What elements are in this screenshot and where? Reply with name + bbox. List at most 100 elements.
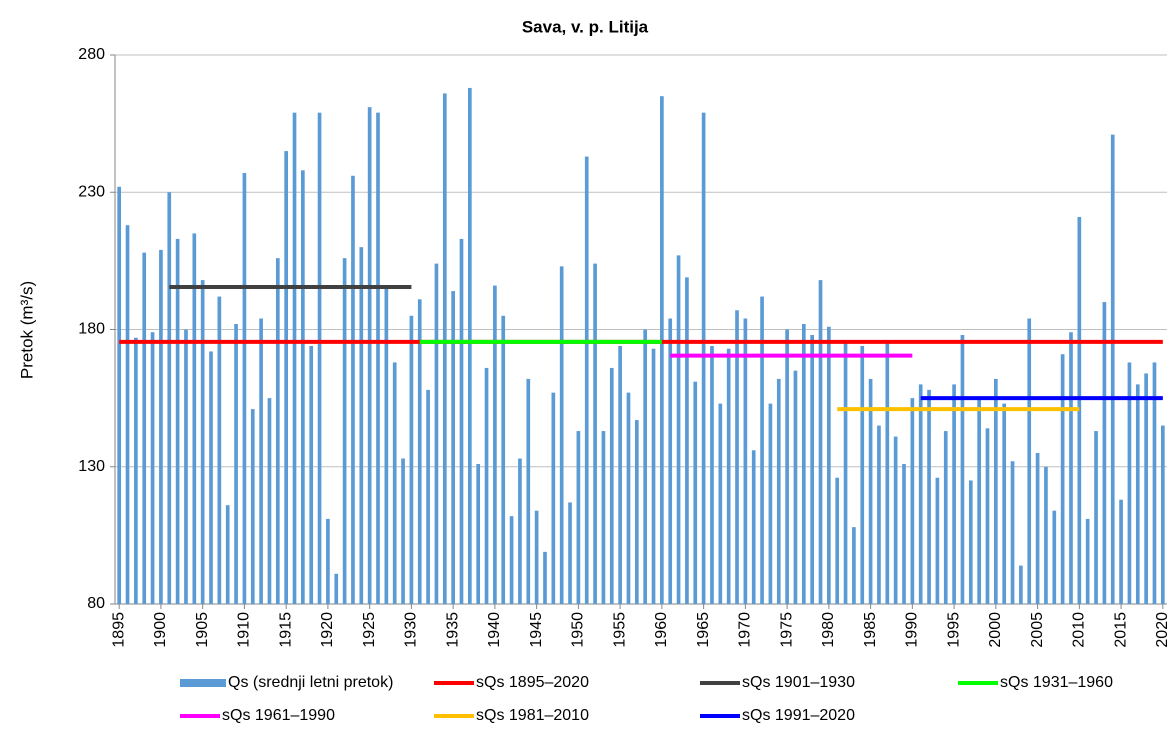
bar	[868, 378, 873, 604]
x-tick-label: 1925	[361, 612, 378, 648]
x-tick-label: 2015	[1112, 612, 1129, 648]
bar	[818, 280, 823, 604]
bar	[267, 398, 272, 604]
x-tick-label: 1900	[152, 612, 169, 648]
bar	[877, 425, 881, 604]
bar	[651, 348, 656, 604]
legend-label: sQs 1931–1960	[1000, 674, 1113, 691]
bar	[1060, 354, 1065, 604]
bar	[593, 263, 597, 604]
bar	[785, 329, 789, 604]
bar	[935, 477, 940, 604]
bar	[943, 431, 948, 604]
bar	[384, 285, 389, 604]
bar	[509, 516, 514, 604]
bar	[434, 263, 439, 604]
bar	[1135, 384, 1140, 604]
bar	[1019, 565, 1023, 604]
bar	[476, 464, 481, 604]
bar	[426, 389, 430, 604]
bar	[1144, 373, 1148, 604]
bar	[985, 428, 990, 604]
bar	[409, 315, 414, 604]
bar	[1035, 453, 1040, 604]
bar	[910, 398, 915, 604]
bar	[543, 551, 547, 604]
bar	[317, 112, 322, 605]
bar	[242, 173, 247, 604]
bar	[860, 345, 865, 604]
bar	[902, 464, 906, 604]
x-tick-label: 1985	[862, 612, 879, 648]
bar	[342, 258, 347, 604]
bar	[1069, 332, 1073, 604]
bar	[484, 367, 489, 604]
bar	[559, 266, 564, 604]
x-tick-label: 1910	[236, 612, 253, 648]
bar	[192, 233, 197, 605]
bar	[309, 345, 314, 604]
bar	[526, 378, 531, 604]
x-tick-label: 1915	[277, 612, 294, 648]
bar	[326, 518, 330, 604]
bar	[693, 381, 698, 604]
bar	[768, 403, 773, 604]
bar	[618, 345, 622, 604]
bar	[726, 348, 731, 604]
x-tick-label: 1945	[528, 612, 545, 648]
bar	[534, 510, 539, 604]
bar	[468, 87, 472, 604]
x-tick-label: 2005	[1029, 612, 1046, 648]
bar	[994, 378, 998, 604]
bar	[760, 296, 764, 604]
x-tick-label: 2020	[1154, 612, 1171, 648]
bar	[1160, 425, 1165, 604]
bar	[685, 277, 689, 604]
bar	[893, 436, 898, 604]
bar	[159, 249, 163, 604]
bar	[960, 334, 965, 604]
x-tick-label: 1970	[737, 612, 754, 648]
bar	[701, 112, 706, 605]
bar	[551, 392, 556, 604]
bar	[359, 247, 364, 604]
bar	[1110, 134, 1115, 605]
bar	[968, 480, 973, 604]
bar	[376, 112, 380, 605]
bar	[634, 420, 639, 604]
bar	[367, 107, 372, 604]
bar	[801, 324, 806, 604]
bar	[676, 255, 681, 604]
bar	[209, 351, 213, 604]
bar	[718, 403, 723, 604]
bar	[451, 291, 455, 604]
bar	[175, 238, 180, 605]
y-tick-label: 230	[78, 183, 105, 200]
x-tick-label: 1935	[444, 612, 461, 648]
x-tick-label: 1975	[778, 612, 795, 648]
bar	[743, 318, 748, 604]
bar	[710, 345, 714, 604]
bar	[150, 332, 155, 604]
bar	[827, 326, 831, 604]
x-tick-label: 1955	[611, 612, 628, 648]
bar	[609, 367, 614, 604]
x-tick-label: 1905	[194, 612, 211, 648]
x-tick-label: 1990	[904, 612, 921, 648]
bar	[1010, 461, 1015, 604]
bar	[918, 384, 923, 604]
bar	[518, 458, 522, 604]
bar	[250, 409, 255, 604]
bar	[401, 458, 405, 604]
legend-label: sQs 1901–1930	[742, 674, 855, 691]
bar	[1102, 302, 1107, 604]
x-tick-label: 1950	[570, 612, 587, 648]
bar	[735, 310, 739, 604]
bar	[751, 450, 756, 604]
legend-label: sQs 1895–2020	[476, 674, 589, 691]
bar	[234, 324, 238, 604]
bar	[292, 112, 297, 605]
bar	[275, 258, 280, 604]
legend-label: sQs 1961–1990	[222, 707, 335, 724]
